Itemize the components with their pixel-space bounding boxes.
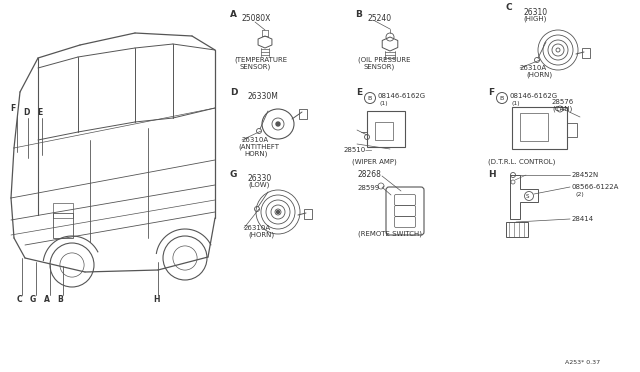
- Text: (HIGH): (HIGH): [523, 16, 547, 22]
- Bar: [512, 107, 567, 149]
- Text: C: C: [505, 3, 511, 12]
- Text: C: C: [17, 295, 22, 305]
- Circle shape: [276, 211, 280, 214]
- Text: 08146-6162G: 08146-6162G: [377, 93, 425, 99]
- Text: A253* 0.37: A253* 0.37: [565, 359, 600, 365]
- Bar: [567, 123, 577, 137]
- Text: 25080X: 25080X: [242, 13, 271, 22]
- Text: 26330: 26330: [248, 173, 272, 183]
- Text: (LOW): (LOW): [248, 182, 269, 188]
- Text: D: D: [230, 87, 237, 96]
- Text: H: H: [153, 295, 159, 305]
- Bar: [367, 111, 405, 147]
- Text: 25240: 25240: [368, 13, 392, 22]
- Text: 26310A: 26310A: [520, 65, 547, 71]
- Text: S: S: [526, 193, 529, 199]
- Circle shape: [276, 122, 280, 126]
- Text: F: F: [10, 103, 15, 112]
- Text: (REMOTE SWITCH): (REMOTE SWITCH): [358, 231, 422, 237]
- Text: HORN): HORN): [244, 151, 268, 157]
- Text: H: H: [488, 170, 495, 179]
- Bar: [299, 109, 307, 119]
- Text: (1): (1): [512, 100, 520, 106]
- Bar: [375, 122, 393, 140]
- Text: (2): (2): [575, 192, 584, 196]
- Text: 28576: 28576: [552, 99, 574, 105]
- Text: SENSOR): SENSOR): [240, 64, 271, 70]
- Text: (ANTITHEFT: (ANTITHEFT: [238, 144, 279, 150]
- Text: 28599: 28599: [358, 185, 380, 191]
- Text: 26310: 26310: [523, 7, 547, 16]
- Text: 26310A: 26310A: [244, 225, 271, 231]
- Bar: [53, 213, 73, 238]
- Text: (CAN): (CAN): [552, 106, 572, 112]
- Bar: [520, 113, 548, 141]
- Bar: [304, 209, 312, 219]
- Text: B: B: [355, 10, 362, 19]
- Bar: [582, 48, 590, 58]
- Text: D: D: [23, 108, 29, 116]
- Text: 28414: 28414: [572, 216, 594, 222]
- Text: (TEMPERATURE: (TEMPERATURE: [234, 57, 287, 63]
- Text: E: E: [356, 87, 362, 96]
- Text: B: B: [499, 96, 503, 100]
- Text: B: B: [57, 295, 63, 305]
- Text: 26330M: 26330M: [248, 92, 279, 100]
- Text: A: A: [230, 10, 237, 19]
- Text: F: F: [488, 87, 494, 96]
- Text: (1): (1): [380, 100, 388, 106]
- Text: (HORN): (HORN): [526, 72, 552, 78]
- Text: 28452N: 28452N: [572, 172, 599, 178]
- Text: G: G: [30, 295, 36, 305]
- Text: SENSOR): SENSOR): [364, 64, 396, 70]
- Text: G: G: [230, 170, 237, 179]
- Text: (OIL PRESSURE: (OIL PRESSURE: [358, 57, 410, 63]
- Bar: [506, 222, 528, 237]
- Text: 26310A: 26310A: [242, 137, 269, 143]
- Text: 28510—: 28510—: [344, 147, 373, 153]
- Text: 28268: 28268: [358, 170, 382, 179]
- Bar: [53, 203, 73, 218]
- Text: 08146-6162G: 08146-6162G: [509, 93, 557, 99]
- Text: (WIPER AMP): (WIPER AMP): [352, 159, 397, 165]
- Text: 08566-6122A: 08566-6122A: [572, 184, 620, 190]
- Text: (D.T.R.L. CONTROL): (D.T.R.L. CONTROL): [488, 159, 556, 165]
- Text: (HORN): (HORN): [248, 232, 274, 238]
- Text: A: A: [44, 295, 50, 305]
- Text: B: B: [367, 96, 371, 100]
- Text: E: E: [37, 108, 42, 116]
